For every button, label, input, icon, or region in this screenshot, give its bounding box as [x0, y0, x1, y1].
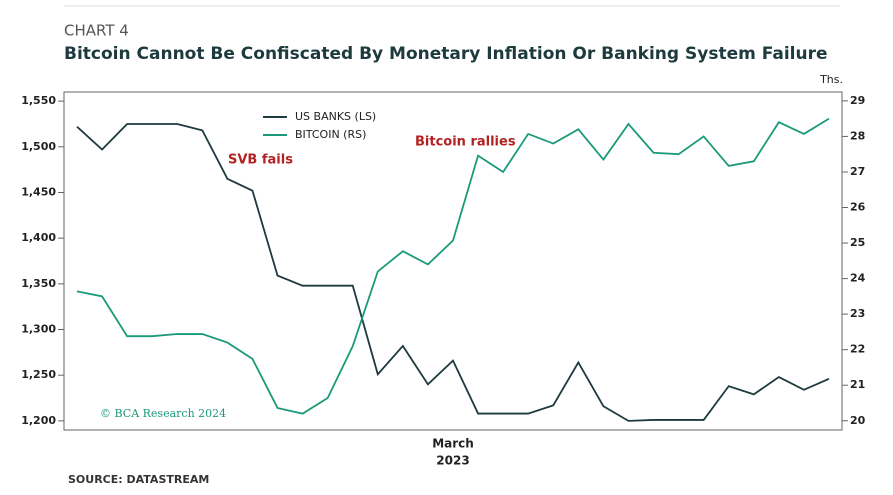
y-tick-label: 1,450 [21, 185, 56, 198]
y2-tick-label: 28 [850, 129, 865, 142]
legend-label: BITCOIN (RS) [295, 128, 366, 141]
annotation: SVB fails [228, 153, 293, 168]
y-tick-label: 1,300 [21, 323, 56, 336]
y-tick-label: 1,350 [21, 277, 56, 290]
y-tick-label: 1,250 [21, 368, 56, 381]
y-tick-label: 1,200 [21, 414, 56, 427]
y-tick-label: 1,550 [21, 94, 56, 107]
y2-tick-label: 20 [850, 414, 866, 427]
y2-tick-label: 25 [850, 236, 865, 249]
y-tick-label: 1,400 [21, 231, 56, 244]
watermark: © BCA Research 2024 [100, 407, 226, 420]
x-year-label: 2023 [436, 454, 469, 468]
plot-frame [63, 91, 843, 431]
chart-kicker: CHART 4 [64, 22, 129, 40]
annotation: Bitcoin rallies [415, 135, 516, 150]
chart-title: Bitcoin Cannot Be Confiscated By Monetar… [64, 44, 828, 64]
y2-tick-label: 23 [850, 307, 865, 320]
x-tick-label: March [432, 437, 474, 451]
y2-unit: Ths. [819, 73, 843, 86]
y-tick-label: 1,500 [21, 140, 56, 153]
y2-tick-label: 21 [850, 378, 865, 391]
y2-tick-label: 27 [850, 165, 865, 178]
y2-tick-label: 29 [850, 94, 865, 107]
source: SOURCE: DATASTREAM [68, 473, 209, 486]
y2-tick-label: 24 [850, 272, 866, 285]
series-line [76, 123, 830, 422]
series-line [76, 117, 830, 415]
y2-tick-label: 22 [850, 343, 865, 356]
y2-tick-label: 26 [850, 201, 866, 214]
legend-label: US BANKS (LS) [295, 110, 376, 123]
